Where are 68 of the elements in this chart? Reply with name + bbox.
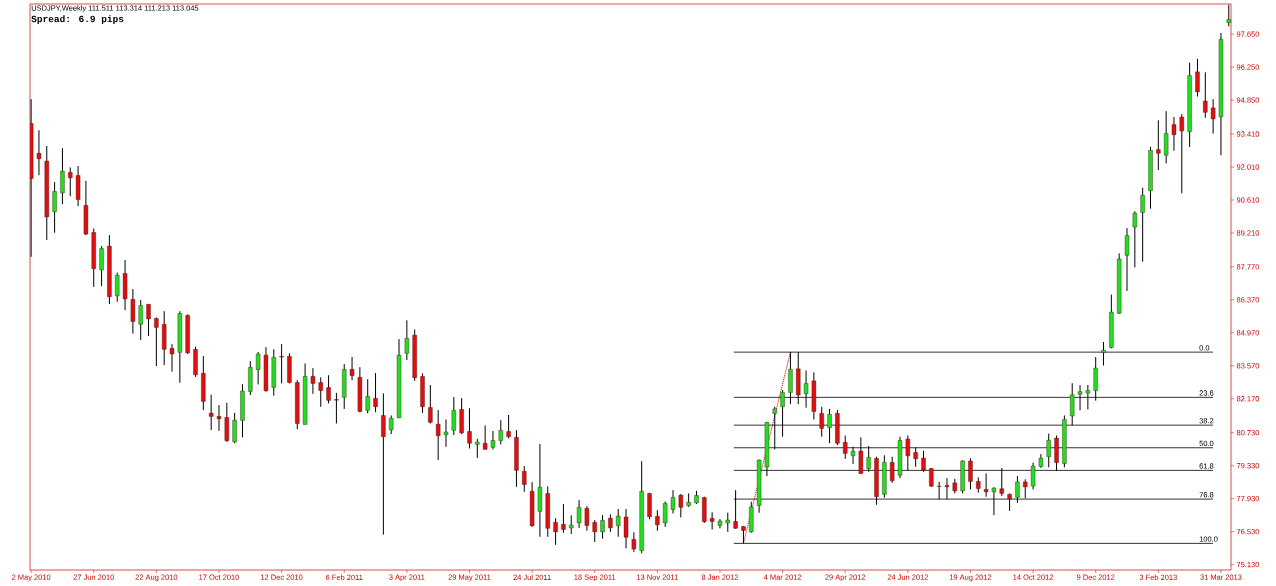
candlestick [68, 166, 73, 197]
candlestick [584, 505, 590, 532]
candlestick [561, 503, 566, 534]
candlestick [310, 367, 316, 395]
candlestick [60, 147, 65, 205]
candlestick [130, 288, 136, 335]
candlestick [600, 514, 605, 540]
candlestick [506, 414, 511, 439]
candlestick [709, 511, 715, 530]
candlestick [678, 493, 684, 518]
candlestick [623, 508, 629, 549]
candlestick [522, 465, 527, 493]
candlestick [326, 374, 331, 404]
candlestick [334, 392, 339, 424]
candlestick [1171, 116, 1177, 152]
candlestick [1132, 210, 1138, 268]
candlestick [169, 343, 175, 373]
candlestick [224, 402, 230, 443]
candlestick [662, 500, 668, 528]
candlestick [467, 407, 472, 449]
candlestick [208, 394, 214, 431]
candlestick [490, 430, 496, 450]
candlestick [670, 489, 676, 514]
candlestick [1140, 187, 1145, 263]
candlestick [349, 356, 355, 381]
candlestick [482, 424, 488, 450]
candlestick [1179, 113, 1184, 194]
annotation: Spread: 6.9 pips [31, 15, 124, 25]
candlestick [146, 303, 151, 337]
candlestick [475, 438, 480, 459]
candlestick [318, 376, 323, 408]
candlestick [1195, 58, 1200, 98]
candlestick [616, 508, 621, 538]
candlestick [373, 372, 378, 413]
candlestick [569, 514, 574, 535]
candlestick [99, 245, 104, 287]
candlestick [1163, 110, 1169, 164]
candlestick [138, 299, 143, 341]
candlestick [631, 531, 637, 553]
candlestick [115, 272, 120, 303]
candlestick [1226, 4, 1231, 27]
candlestick [216, 404, 222, 432]
candlestick [232, 412, 237, 444]
candlestick [365, 378, 370, 414]
candlestick [404, 319, 410, 361]
candlestick [451, 396, 457, 436]
candlestick [592, 519, 597, 543]
candlestick [154, 317, 159, 367]
candlestick [36, 129, 42, 176]
candlestick [498, 419, 503, 445]
candlestick [1124, 227, 1130, 292]
candlestick [52, 181, 57, 234]
candlestick [389, 414, 394, 435]
candlestick [1203, 71, 1208, 119]
candlestick [576, 499, 582, 529]
candlestick [428, 384, 433, 424]
candlestick [725, 512, 730, 533]
candlestick [279, 343, 284, 384]
candlestick [381, 392, 386, 536]
candlestick [1210, 98, 1216, 135]
candlestick [655, 509, 660, 532]
candlestick [1156, 119, 1161, 171]
candlestick [459, 397, 464, 435]
candlestick [443, 418, 449, 448]
candlestick [435, 409, 441, 461]
candlestick [255, 351, 261, 385]
candlestick [553, 517, 558, 546]
candlestick [647, 492, 652, 520]
